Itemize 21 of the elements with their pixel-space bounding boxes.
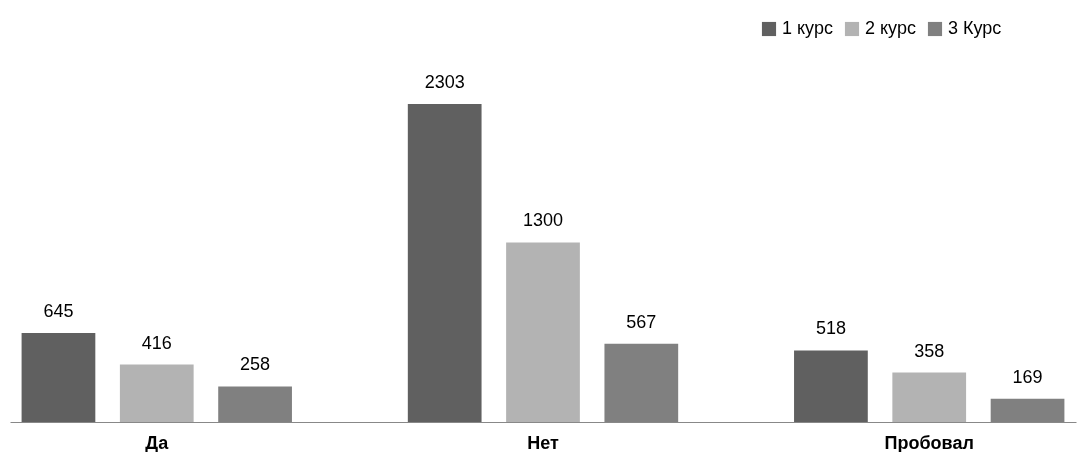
bar (794, 350, 868, 422)
data-label: 645 (43, 300, 74, 321)
x-tick-label: Да (145, 432, 170, 453)
legend-label: 3 Курс (948, 18, 1002, 38)
data-label: 2303 (424, 72, 465, 92)
x-tick-label: Нет (527, 432, 559, 453)
bar (119, 364, 194, 422)
data-label: 1300 (522, 210, 564, 231)
legend-label: 1 курс (782, 18, 833, 38)
data-label: 416 (141, 332, 172, 353)
legend-label: 2 курс (865, 18, 916, 38)
bar (407, 104, 482, 422)
data-label: 169 (1012, 366, 1043, 387)
bar (892, 372, 967, 422)
data-label: 258 (240, 354, 271, 375)
bar (506, 242, 580, 422)
data-label: 567 (626, 311, 657, 332)
data-label: 518 (815, 318, 846, 339)
bar (21, 332, 96, 422)
x-tick-label: Пробовал (884, 432, 974, 453)
data-label: 358 (914, 340, 945, 361)
